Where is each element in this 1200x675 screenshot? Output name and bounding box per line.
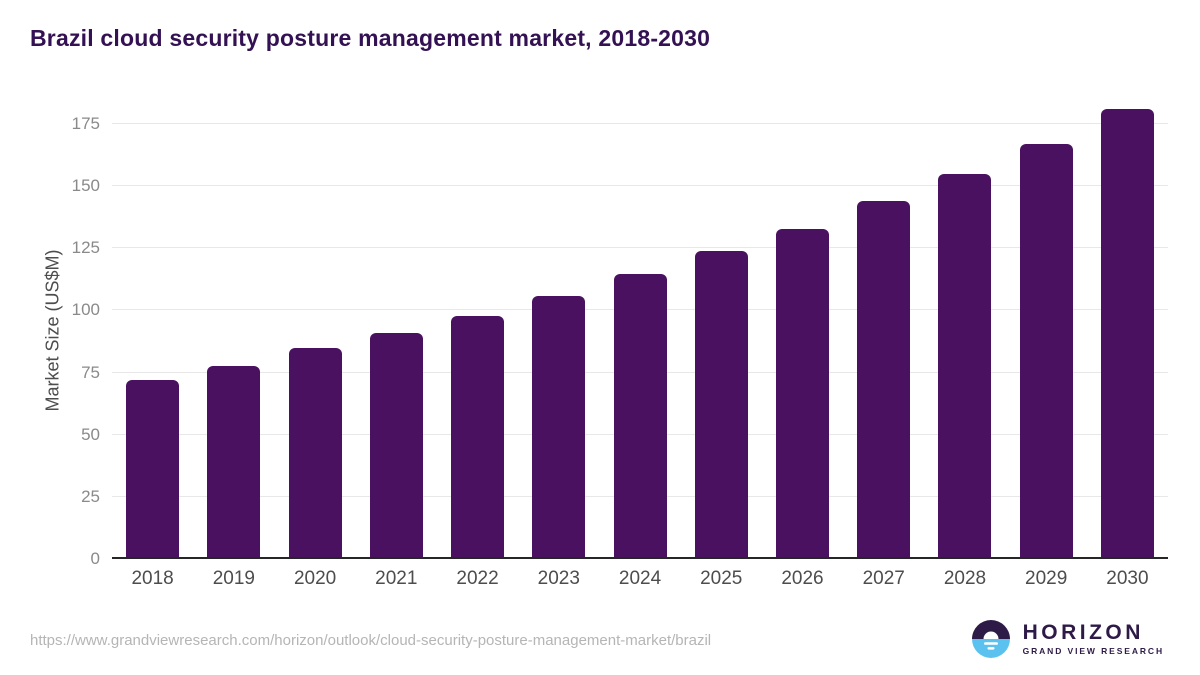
y-tick-label: 75 <box>81 362 100 382</box>
bar-2022 <box>451 315 505 557</box>
gridline <box>112 122 1168 124</box>
bar-slot <box>193 99 274 557</box>
bar-2019 <box>207 365 261 557</box>
gridline <box>112 247 1168 249</box>
bar-slot <box>518 99 599 557</box>
y-tick-label: 25 <box>81 486 100 506</box>
bar-2023 <box>532 295 586 557</box>
logo-subtitle: GRAND VIEW RESEARCH <box>1022 646 1164 656</box>
y-tick-label: 100 <box>71 300 100 320</box>
x-tick-label: 2028 <box>943 568 987 589</box>
x-axis-line <box>112 557 1168 559</box>
bar-slot <box>762 99 843 557</box>
y-tick-label: 0 <box>90 549 100 568</box>
x-tick-label: 2026 <box>781 568 824 589</box>
bar-2030 <box>1100 109 1154 557</box>
bar-slot <box>274 99 355 557</box>
x-tick-label: 2022 <box>456 568 499 589</box>
x-tick-label: 2023 <box>537 568 580 589</box>
bar-2029 <box>1019 144 1073 557</box>
x-axis-ticks: 2018 2019 2020 2021 2022 2023 2024 2025 2026 2027… <box>112 568 1168 590</box>
bar-2025 <box>694 251 748 557</box>
bar-slot <box>1006 99 1087 557</box>
gridline <box>112 185 1168 187</box>
bar-slot <box>681 99 762 557</box>
plot-area <box>112 99 1168 559</box>
bar-slot <box>437 99 518 557</box>
y-tick-label: 125 <box>71 238 100 258</box>
bar-series <box>112 99 1168 557</box>
x-tick-label: 2030 <box>1106 568 1149 589</box>
chart-title: Brazil cloud security posture management… <box>30 25 711 51</box>
bar-2021 <box>369 333 423 557</box>
horizon-logo-text: HORIZON GRAND VIEW RESEARCH <box>1022 621 1164 657</box>
bar-2024 <box>613 273 667 557</box>
x-tick-label: 2020 <box>293 568 337 589</box>
y-axis-ticks: 0 25 50 75 100 125 150 175 <box>0 99 100 567</box>
bar-2026 <box>775 228 829 557</box>
x-tick-label: 2019 <box>212 568 255 589</box>
bar-2018 <box>126 380 180 557</box>
x-tick-label: 2021 <box>375 568 418 589</box>
y-tick-label: 175 <box>71 113 100 133</box>
x-tick-label: 2029 <box>1025 568 1068 589</box>
bar-2020 <box>288 348 342 557</box>
horizon-logo-icon <box>971 620 1010 658</box>
bar-slot <box>599 99 680 557</box>
x-tick-label: 2024 <box>618 568 662 589</box>
bar-2028 <box>938 174 992 557</box>
bar-slot <box>924 99 1005 557</box>
bar-slot <box>112 99 193 557</box>
x-tick-label: 2018 <box>131 568 174 589</box>
bar-slot <box>1087 99 1168 557</box>
y-tick-label: 150 <box>71 176 100 196</box>
source-url: https://www.grandviewresearch.com/horizo… <box>30 632 712 649</box>
x-tick-label: 2025 <box>700 568 743 589</box>
bar-2027 <box>857 201 911 557</box>
bar-slot <box>356 99 437 557</box>
y-tick-label: 50 <box>81 424 100 444</box>
x-tick-label: 2027 <box>862 568 905 589</box>
horizon-logo: HORIZON GRAND VIEW RESEARCH <box>971 619 1164 659</box>
logo-name: HORIZON <box>1022 621 1144 644</box>
bar-slot <box>843 99 924 557</box>
